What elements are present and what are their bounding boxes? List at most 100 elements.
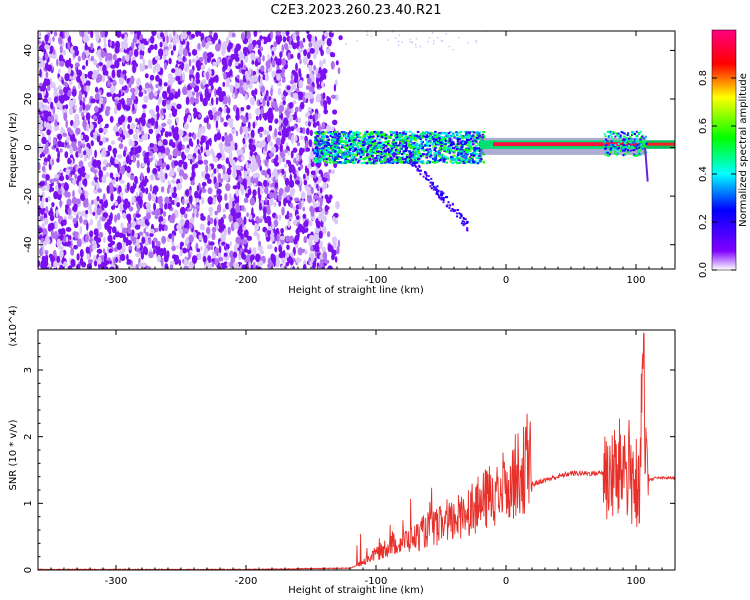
heatmap-cell (172, 31, 176, 36)
heatmap-cell (113, 163, 120, 168)
heatmap-cell (248, 138, 254, 144)
heatmap-cell (225, 83, 231, 88)
heatmap-cell (320, 139, 323, 142)
heatmap-cell (177, 142, 183, 152)
heatmap-cell (80, 193, 85, 201)
heatmap-cell (142, 246, 148, 255)
heatmap-cell (432, 142, 435, 145)
heatmap-cell (153, 237, 158, 243)
heatmap-cell (93, 132, 97, 141)
heatmap-cell (455, 133, 459, 136)
heatmap-cell (78, 181, 82, 190)
heatmap-cell (250, 52, 256, 62)
heatmap-cell (301, 127, 306, 135)
heatmap-cell (154, 55, 161, 61)
heatmap-cell (180, 206, 186, 215)
heatmap-cell (141, 104, 147, 109)
heatmap-cell (432, 137, 435, 140)
heatmap-cell (128, 206, 134, 212)
heatmap-cell (323, 100, 328, 106)
heatmap-cell (315, 77, 320, 85)
heatmap-cell (144, 175, 148, 181)
heatmap-cell (334, 131, 337, 134)
heatmap-cell (359, 155, 363, 159)
heatmap-cell (322, 92, 326, 100)
heatmap-cell (360, 162, 364, 165)
heatmap-cell (395, 131, 398, 134)
heatmap-cell (197, 43, 201, 50)
heatmap-cell (387, 39, 389, 41)
heatmap-cell (47, 116, 51, 122)
heatmap-cell (99, 199, 104, 205)
heatmap-cell (288, 212, 293, 218)
heatmap-cell (221, 266, 225, 269)
heatmap-cell (117, 154, 123, 159)
heatmap-cell (318, 67, 322, 72)
heatmap-cell (127, 115, 133, 123)
heatmap-cell (184, 189, 189, 196)
heatmap-cell (178, 169, 185, 177)
heatmap-cell (194, 208, 197, 216)
heatmap-cell (207, 214, 211, 223)
heatmap-cell (167, 73, 173, 80)
heatmap-cell (158, 78, 163, 87)
heatmap-cell (155, 120, 159, 130)
heatmap-cell (327, 131, 330, 134)
heatmap-cell (53, 96, 59, 104)
heatmap-cell (173, 186, 177, 193)
heatmap-cell (269, 141, 273, 147)
heatmap-cell (205, 226, 211, 235)
heatmap-cell (428, 36, 431, 39)
heatmap-cell (426, 141, 429, 144)
heatmap-cell (144, 89, 147, 95)
heatmap-cell (96, 248, 103, 254)
heatmap-cell (41, 197, 45, 203)
heatmap-cell (140, 65, 145, 72)
heatmap-cell (66, 143, 70, 149)
heatmap-cell (456, 138, 460, 141)
heatmap-cell (121, 33, 125, 39)
heatmap-cell (331, 169, 335, 175)
heatmap-cell (47, 96, 52, 103)
heatmap-cell (141, 112, 146, 119)
heatmap-cell (192, 231, 197, 238)
heatmap-cell (409, 38, 412, 41)
heatmap-cell (268, 192, 274, 199)
heatmap-cell (67, 214, 73, 220)
heatmap-cell (39, 247, 44, 257)
heatmap-cell (182, 55, 186, 62)
heatmap-cell (302, 263, 307, 269)
heatmap-cell (290, 188, 295, 197)
heatmap-cell (82, 96, 86, 103)
heatmap-cell (107, 145, 112, 152)
heatmap-cell (308, 139, 313, 148)
heatmap-cell (47, 195, 51, 202)
heatmap-cell (457, 149, 460, 152)
heatmap-cell (103, 236, 106, 244)
heatmap-cell (43, 240, 48, 246)
heatmap-cell (66, 134, 69, 144)
heatmap-cell (369, 135, 372, 138)
heatmap-cell (347, 151, 351, 154)
heatmap-cell (303, 173, 306, 180)
heatmap-cell (89, 123, 94, 131)
heatmap-cell (130, 174, 135, 181)
heatmap-cell (280, 264, 284, 269)
heatmap-cell (64, 31, 70, 39)
heatmap-cell (270, 31, 273, 40)
heatmap-cell (315, 157, 318, 160)
heatmap-cell (225, 157, 230, 164)
heatmap-cell (254, 88, 258, 96)
heatmap-cell (149, 175, 155, 180)
heatmap-cell (205, 149, 211, 157)
heatmap-cell (439, 158, 442, 161)
heatmap-cell (305, 186, 311, 192)
heatmap-cell (468, 159, 472, 162)
heatmap-cell (217, 57, 220, 66)
heatmap-cell (433, 40, 435, 42)
heatmap-cell (171, 68, 176, 74)
heatmap-cell (343, 152, 346, 155)
heatmap-cell (42, 248, 46, 255)
heatmap-cell (197, 160, 204, 165)
